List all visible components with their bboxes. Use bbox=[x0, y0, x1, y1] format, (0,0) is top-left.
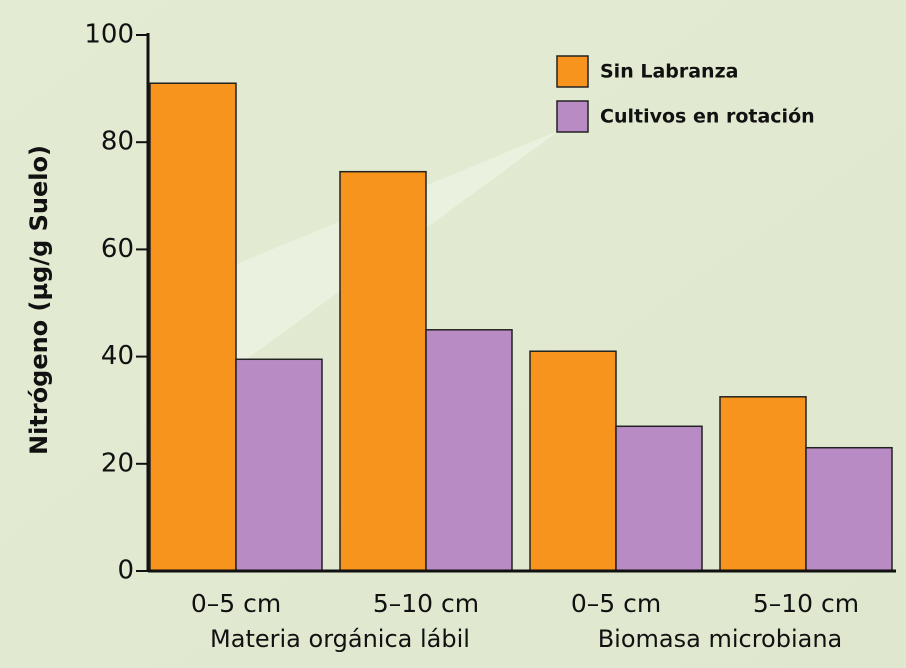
bar bbox=[235, 358, 323, 572]
y-tick-label: 40 bbox=[101, 341, 134, 371]
legend-label: Cultivos en rotación bbox=[600, 106, 815, 128]
x-tick-label: 5–10 cm bbox=[753, 589, 859, 618]
y-tick-label: 0 bbox=[117, 556, 134, 586]
bar bbox=[425, 329, 513, 572]
bar bbox=[805, 446, 893, 572]
y-tick-label: 60 bbox=[101, 234, 134, 264]
group-label: Biomasa microbiana bbox=[598, 625, 843, 653]
legend-label: Sin Labranza bbox=[600, 61, 738, 83]
x-tick-label: 5–10 cm bbox=[373, 589, 479, 618]
bar bbox=[529, 350, 617, 572]
bar bbox=[149, 82, 237, 572]
bar bbox=[719, 396, 807, 572]
x-tick-label: 0–5 cm bbox=[571, 589, 661, 618]
x-tick-label: 0–5 cm bbox=[191, 589, 281, 618]
y-tick-label: 100 bbox=[84, 20, 134, 50]
y-tick-label: 80 bbox=[101, 127, 134, 157]
group-label: Materia orgánica lábil bbox=[210, 625, 470, 653]
y-tick-label: 20 bbox=[101, 448, 134, 478]
bar bbox=[615, 425, 703, 572]
y-axis-label: Nitrógeno (µg/g Suelo) bbox=[25, 145, 53, 455]
legend-swatch bbox=[556, 55, 589, 88]
bar bbox=[339, 170, 427, 572]
legend-swatch bbox=[556, 100, 589, 133]
